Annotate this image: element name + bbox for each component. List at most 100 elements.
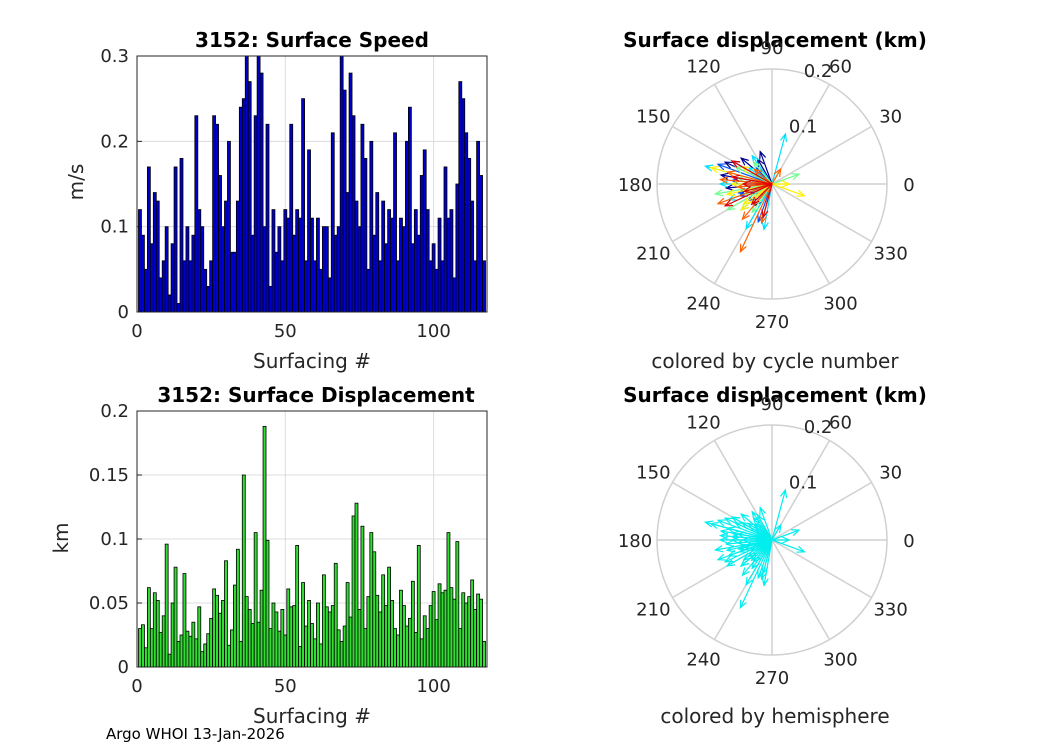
angle-label: 270 [755,668,789,689]
bar [464,602,469,668]
bar [336,629,341,668]
arrow-head [773,167,782,178]
arrow-head [752,516,761,526]
arrow-head [734,522,744,530]
arrow-shaft [739,183,773,253]
displacement-arrow [739,539,773,610]
arrow-shaft [739,539,773,609]
arrow-head [709,165,719,174]
arrow-shaft [745,539,773,586]
y-tick-label: 0 [118,302,129,323]
bar [232,251,237,313]
arrow-head [739,243,747,254]
x-tick-label: 50 [274,321,297,342]
bar [146,166,151,313]
arrow-head [736,538,746,547]
arrow-head [725,545,736,553]
arrow-head [742,542,753,550]
arrow-shaft [753,161,773,185]
arrow-shaft [751,183,773,205]
bar [203,268,208,313]
bar [452,598,457,668]
arrow-head [759,570,767,581]
y-tick-label: 0.15 [89,465,129,486]
bar [138,628,142,668]
displacement-arrow [753,168,773,185]
bar [241,98,246,313]
bar [158,277,163,313]
displacement-arrow [771,529,801,541]
bar [200,651,205,668]
displacement-arrow [771,488,788,541]
bar [437,583,442,668]
arrow-shaft [771,489,786,541]
bar [449,209,454,313]
bar [363,157,368,313]
bar [310,623,314,668]
arrow-head [716,163,726,171]
displacement-arrow [741,536,772,544]
angle-label: 300 [823,650,857,671]
bar [256,55,261,313]
angle-label: 210 [636,244,670,265]
bar [185,226,190,313]
bar [339,641,344,668]
displacement-arrow [772,180,791,188]
displacement-arrow [750,183,773,206]
bar [467,596,472,668]
bar [176,641,181,668]
arrow-head [709,521,719,530]
bar [476,593,480,668]
bar [238,106,243,313]
displacement-arrow [730,160,773,185]
bar [215,594,219,668]
bar [304,625,308,668]
angle-label: 60 [829,412,852,433]
x-tick-label: 100 [416,321,450,342]
arrow-shaft [744,539,773,549]
arrow-head [741,567,750,577]
bar [232,584,237,668]
bar [155,600,160,668]
arrow-head [723,199,734,207]
angle-label: 240 [686,294,720,315]
bar [390,600,394,668]
bar [307,149,311,313]
arrow-head [757,569,765,580]
bar [458,628,463,668]
bar [363,628,368,668]
displacement-arrow [752,160,773,185]
bar [387,209,392,313]
bar [215,123,219,313]
arrow-shaft [771,133,786,185]
arrow-head [752,160,761,170]
bar [422,149,427,313]
bar [464,132,469,313]
bar [158,632,163,668]
bar [443,589,448,668]
displacement-arrow [771,539,806,553]
polar-spoke [771,125,872,185]
displacement-arrow [771,132,788,185]
bar [292,234,297,313]
bar [209,260,214,313]
arrow-head [718,532,729,540]
bar [277,226,282,313]
arrow-shaft [763,539,773,586]
bar [366,596,371,668]
bar [446,532,451,668]
bar [319,268,323,313]
arrow-head [734,166,744,174]
bar [253,115,258,313]
bar [274,611,279,668]
axes-box [136,410,488,668]
arrow-head [724,183,734,192]
polar-hemisphere-chart: Surface displacement (km) colored by hem… [618,383,927,728]
bar [283,634,288,668]
arrow-head [741,211,750,221]
bar [170,602,175,668]
bar [348,616,353,668]
surface-speed-chart: 3152: Surface Speed Surfacing # m/s 0 50 1… [64,28,488,373]
bar [224,560,228,668]
x-tick-label: 100 [416,676,450,697]
